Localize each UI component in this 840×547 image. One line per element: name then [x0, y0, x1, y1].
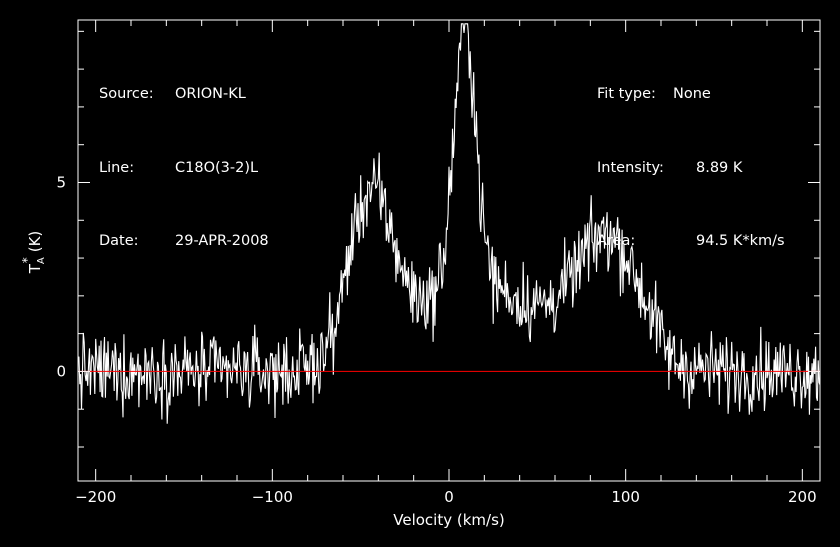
y-label-sub: A — [36, 257, 47, 264]
y-label-sup: * — [20, 257, 34, 263]
line-value: C18O(3-2)L — [175, 159, 259, 176]
intensity-value: 8.89 K — [696, 159, 743, 176]
x-tick-label: 200 — [788, 488, 817, 506]
y-label-main: T — [26, 263, 44, 274]
y-tick-label: 5 — [56, 173, 66, 191]
date-label: Date: — [99, 233, 139, 249]
x-tick-label: 100 — [611, 488, 640, 506]
spectrum-series — [77, 23, 821, 424]
source-value: ORION-KL — [175, 86, 246, 102]
area-value: 94.5 K*km/s — [696, 233, 785, 249]
line-label: Line: — [99, 159, 135, 176]
fit-info-panel: Fit type: None Intensity: 8.89 K Area: 94.5… — [597, 33, 785, 278]
y-label-unit: (K) — [26, 231, 44, 253]
x-tick-label: −100 — [252, 488, 293, 506]
date-value: 29-APR-2008 — [175, 233, 269, 249]
area-label: Area: — [597, 233, 636, 249]
fit-type-value: None — [673, 86, 711, 102]
y-axis-label: TA* (K) — [20, 231, 47, 275]
spectrum-line — [77, 23, 821, 424]
fit-type-label: Fit type: — [597, 86, 656, 102]
x-tick-label: −200 — [75, 488, 116, 506]
y-tick-label: 0 — [56, 362, 66, 380]
x-tick-label: 0 — [444, 488, 454, 506]
axis-ticks: −200 −100 0 100 200 0 5 — [56, 20, 820, 506]
svg-text:TA*(K): TA* (K) — [20, 231, 47, 275]
x-axis-label: Velocity (km/s) — [393, 511, 504, 529]
source-label: Source: — [99, 86, 154, 102]
source-info-panel: Source: ORION-KL Line: C18O(3-2)L Date: 29-… — [99, 33, 269, 278]
intensity-label: Intensity: — [597, 159, 664, 176]
